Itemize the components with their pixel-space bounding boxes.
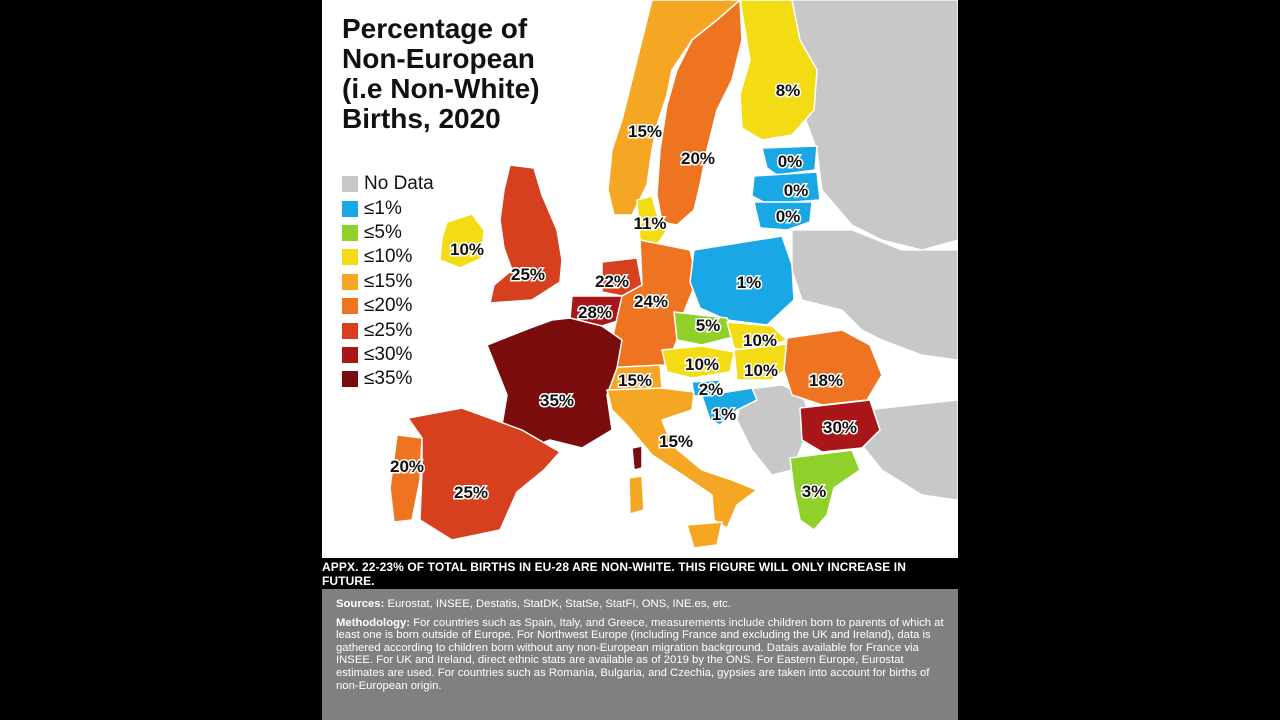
infographic: 8% 15% 20% 0% 0% 0% 11% 10% 25% 22% 28% … bbox=[322, 0, 958, 720]
label-poland: 1% bbox=[737, 273, 762, 292]
legend-swatch bbox=[342, 346, 358, 363]
legend-swatch bbox=[342, 273, 358, 290]
methodology-text: For countries such as Spain, Italy, and … bbox=[336, 616, 944, 692]
label-spain: 25% bbox=[454, 483, 488, 502]
turkey-land bbox=[861, 399, 958, 501]
label-switzerland: 15% bbox=[618, 371, 652, 390]
map-title: Percentage of Non-European (i.e Non-Whit… bbox=[342, 13, 540, 134]
legend-swatch bbox=[342, 322, 358, 339]
label-uk: 25% bbox=[511, 265, 545, 284]
label-finland: 8% bbox=[776, 81, 801, 100]
greece-shape bbox=[789, 449, 861, 532]
france-shape bbox=[486, 317, 623, 451]
legend-item-5: ≤5% bbox=[342, 221, 434, 245]
legend-swatch bbox=[342, 249, 358, 266]
spain-shape bbox=[406, 407, 562, 541]
legend-item-30: ≤30% bbox=[342, 343, 434, 367]
finland-shape bbox=[739, 0, 818, 141]
legend-swatch bbox=[342, 200, 358, 217]
label-france: 35% bbox=[540, 391, 574, 410]
legend-label: ≤35% bbox=[364, 368, 413, 390]
legend-item-no-data: No Data bbox=[342, 172, 434, 196]
belgium-shape bbox=[569, 295, 628, 327]
label-czechia: 5% bbox=[696, 316, 721, 335]
sweden-shape bbox=[656, 0, 743, 226]
label-romania: 18% bbox=[809, 371, 843, 390]
label-slovenia: 2% bbox=[699, 380, 724, 399]
legend-label: ≤30% bbox=[364, 343, 413, 365]
lithuania-shape bbox=[753, 201, 813, 231]
no-data-land bbox=[736, 0, 958, 501]
methodology-heading: Methodology: bbox=[336, 616, 411, 629]
italy-shape bbox=[606, 387, 759, 530]
ireland-shape bbox=[439, 213, 485, 269]
legend-label: ≤15% bbox=[364, 270, 413, 292]
legend-label: No Data bbox=[364, 173, 434, 195]
legend-swatch bbox=[342, 176, 358, 193]
legend-label: ≤20% bbox=[364, 295, 413, 317]
legend-item-35: ≤35% bbox=[342, 367, 434, 391]
hungary-shape bbox=[733, 343, 793, 381]
label-denmark: 11% bbox=[633, 214, 666, 233]
legend-label: ≤5% bbox=[364, 221, 402, 243]
label-italy: 15% bbox=[659, 432, 693, 451]
legend-item-10: ≤10% bbox=[342, 245, 434, 269]
label-ireland: 10% bbox=[450, 240, 484, 259]
country-shapes bbox=[389, 0, 883, 549]
czechia-shape bbox=[673, 311, 739, 346]
estonia-shape bbox=[761, 145, 818, 176]
label-norway: 15% bbox=[628, 122, 662, 141]
legend-label: ≤25% bbox=[364, 319, 413, 341]
label-bulgaria: 30% bbox=[823, 418, 857, 437]
label-latvia: 0% bbox=[784, 181, 809, 200]
corsica-shape bbox=[631, 445, 643, 471]
portugal-shape bbox=[389, 434, 423, 523]
label-netherlands: 22% bbox=[595, 272, 629, 291]
legend-swatch bbox=[342, 224, 358, 241]
romania-shape bbox=[783, 329, 883, 406]
notes-panel: Sources: Eurostat, INSEE, Destatis, Stat… bbox=[322, 589, 958, 720]
summary-banner: APPX. 22-23% OF TOTAL BIRTHS IN EU-28 AR… bbox=[322, 558, 958, 589]
label-austria: 10% bbox=[685, 355, 719, 374]
legend-item-25: ≤25% bbox=[342, 318, 434, 342]
label-portugal: 20% bbox=[390, 457, 424, 476]
belarus-ukraine-land bbox=[791, 229, 958, 361]
sardinia-shape bbox=[628, 475, 645, 515]
europe-map: 8% 15% 20% 0% 0% 0% 11% 10% 25% 22% 28% … bbox=[322, 0, 958, 558]
uk-shape bbox=[489, 164, 563, 304]
label-croatia: 1% bbox=[712, 405, 737, 424]
croatia-shape bbox=[701, 387, 758, 426]
legend-item-15: ≤15% bbox=[342, 270, 434, 294]
legend-label: ≤10% bbox=[364, 246, 413, 268]
label-hungary: 10% bbox=[744, 361, 778, 380]
sources-heading: Sources: bbox=[336, 598, 385, 610]
legend-item-20: ≤20% bbox=[342, 294, 434, 318]
percentage-labels: 8% 15% 20% 0% 0% 0% 11% 10% 25% 22% 28% … bbox=[388, 80, 858, 504]
sources-note: Sources: Eurostat, INSEE, Destatis, Stat… bbox=[336, 598, 944, 611]
label-germany: 24% bbox=[634, 292, 668, 311]
label-lithuania: 0% bbox=[776, 207, 801, 226]
label-greece: 3% bbox=[802, 482, 827, 501]
legend-item-1: ≤1% bbox=[342, 196, 434, 220]
label-belgium: 28% bbox=[578, 303, 612, 322]
legend-label: ≤1% bbox=[364, 197, 402, 219]
methodology-note: Methodology: For countries such as Spain… bbox=[336, 617, 944, 693]
map-legend: No Data ≤1% ≤5% ≤10% ≤15% ≤20% ≤25% ≤30%… bbox=[342, 172, 434, 392]
bulgaria-shape bbox=[799, 399, 881, 453]
map-canvas: 8% 15% 20% 0% 0% 0% 11% 10% 25% 22% 28% … bbox=[388, 0, 958, 549]
sicily-shape bbox=[686, 521, 723, 549]
austria-shape bbox=[661, 345, 735, 379]
label-estonia: 0% bbox=[778, 152, 803, 171]
label-slovakia: 10% bbox=[743, 331, 777, 350]
sources-text: Eurostat, INSEE, Destatis, StatDK, StatS… bbox=[387, 598, 731, 610]
legend-swatch bbox=[342, 298, 358, 315]
legend-swatch bbox=[342, 371, 358, 388]
label-sweden: 20% bbox=[681, 149, 715, 168]
